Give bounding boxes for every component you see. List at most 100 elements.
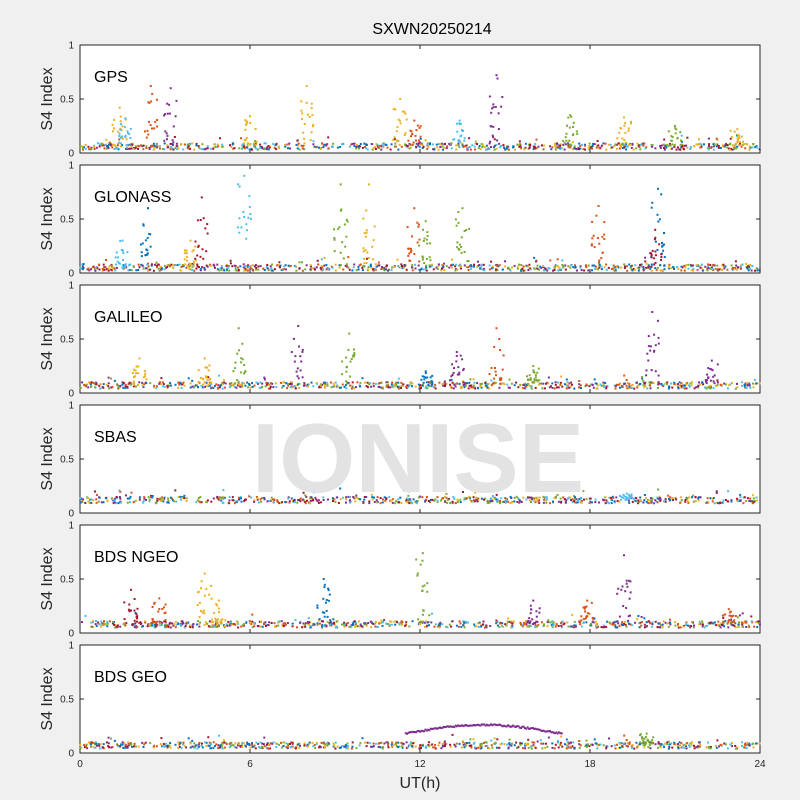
data-point [544,499,547,502]
data-point [294,264,297,267]
data-point [654,620,657,623]
data-point [459,501,462,504]
data-point [658,243,661,246]
data-point [654,261,657,264]
data-point [432,386,435,388]
data-point [127,744,130,747]
data-point [474,140,477,143]
data-point [257,268,260,271]
peak-point [118,106,121,109]
data-point [353,387,356,390]
data-point [748,265,751,268]
data-point [392,108,395,111]
data-point [102,624,105,626]
data-point [228,386,231,389]
data-point [468,137,471,140]
data-point [601,251,604,254]
data-point [99,387,102,390]
data-point [736,499,739,502]
data-point [371,745,374,748]
data-point [676,146,679,149]
data-point [126,143,129,146]
data-point [731,745,733,748]
data-point [588,497,591,500]
data-point [683,264,686,267]
data-point [148,500,151,503]
data-point [351,143,354,145]
data-point [692,267,695,270]
data-point [658,218,661,221]
data-point [193,148,196,151]
data-point [596,140,599,142]
data-point [183,744,186,747]
data-point [400,620,403,623]
data-point [274,144,277,147]
scatter-points [79,174,761,272]
data-point [138,496,141,499]
axes-frame [79,524,761,634]
data-point [428,501,431,504]
data-point [579,496,582,499]
peak-point [674,125,676,127]
data-point [226,268,228,271]
data-point [372,742,375,745]
data-point [614,623,617,626]
data-point [278,743,281,746]
data-point [722,616,725,619]
data-point [401,746,404,749]
data-point [130,145,133,148]
data-point [458,620,461,623]
data-point [590,244,593,247]
data-point [631,500,634,503]
data-point [167,501,170,504]
data-point [213,266,216,269]
data-point [210,382,213,384]
data-point [727,626,730,629]
data-point [97,622,100,625]
data-point [365,147,367,150]
data-point [519,742,522,745]
data-point [425,498,428,501]
data-point [520,147,523,150]
data-point [211,621,213,624]
data-point [611,623,614,626]
peak-point [130,588,132,591]
data-point [698,138,700,141]
data-point [134,146,137,149]
data-point [243,216,246,218]
data-point [349,375,352,378]
data-point [264,142,267,145]
data-point [571,134,574,136]
data-point [167,624,170,627]
data-point [659,147,662,149]
data-point [401,265,403,267]
data-point [296,501,299,504]
data-point [400,263,403,266]
data-point [308,497,311,500]
data-point [267,148,270,151]
data-point [440,269,443,272]
data-point [454,265,457,268]
data-point [742,625,744,628]
data-point [695,386,698,389]
data-point [713,382,716,385]
data-point [163,620,166,623]
data-point [421,375,424,378]
data-point [383,619,386,622]
data-point [146,236,149,239]
data-point [344,384,347,387]
data-point [647,335,650,338]
data-point [218,611,220,614]
data-point [312,125,314,128]
data-point [470,264,472,267]
data-point [565,743,568,746]
data-point [95,501,98,504]
data-point [234,267,237,270]
data-point [219,620,222,623]
data-point [241,358,244,361]
data-point [246,266,249,269]
data-point [440,747,443,750]
data-point [272,741,275,744]
data-point [468,227,471,230]
data-point [680,499,683,502]
